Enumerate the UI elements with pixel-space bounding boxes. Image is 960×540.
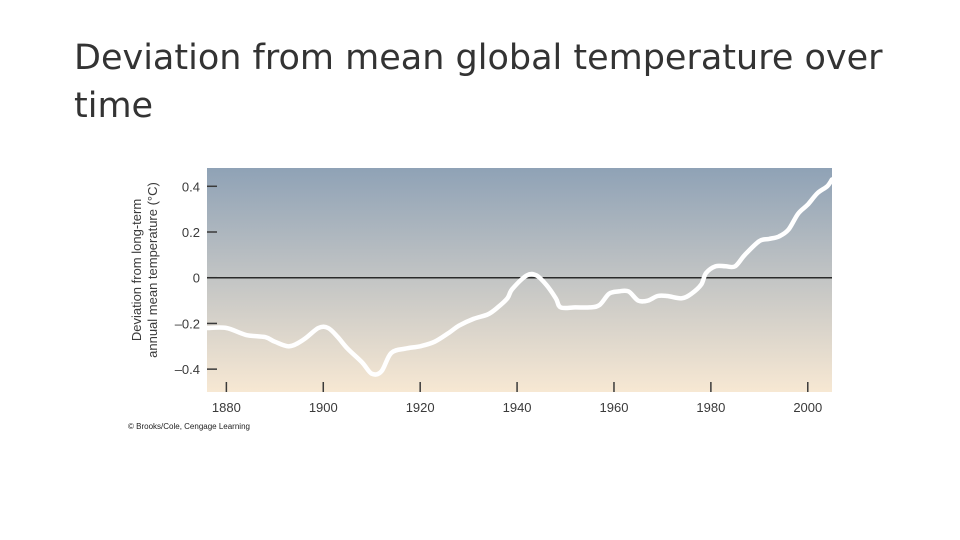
y-tick-label: 0 xyxy=(193,271,200,286)
x-axis-ticks: 1880 1900 1920 1940 1960 1980 2000 xyxy=(212,382,822,415)
x-tick-label: 1920 xyxy=(406,400,435,415)
y-axis-title: Deviation from long-term annual mean temp… xyxy=(129,182,160,358)
x-tick-label: 1900 xyxy=(309,400,338,415)
x-tick-label: 2000 xyxy=(793,400,822,415)
y-tick-label: –0.4 xyxy=(175,362,200,377)
y-axis-title-line: annual mean temperature (°C) xyxy=(145,182,160,358)
x-tick-label: 1880 xyxy=(212,400,241,415)
x-tick-label: 1980 xyxy=(696,400,725,415)
y-axis-ticks: 0.4 0.2 0 –0.2 –0.4 xyxy=(175,179,217,377)
slide-title: Deviation from mean global temperature o… xyxy=(74,38,883,126)
x-tick-label: 1960 xyxy=(600,400,629,415)
copyright-credit: © Brooks/Cole, Cengage Learning xyxy=(128,422,250,431)
y-axis-title-line: Deviation from long-term xyxy=(129,199,144,341)
x-tick-label: 1940 xyxy=(503,400,532,415)
y-tick-label: 0.4 xyxy=(182,179,200,194)
y-tick-label: –0.2 xyxy=(175,316,200,331)
temperature-series-line xyxy=(204,177,835,377)
y-tick-label: 0.2 xyxy=(182,225,200,240)
